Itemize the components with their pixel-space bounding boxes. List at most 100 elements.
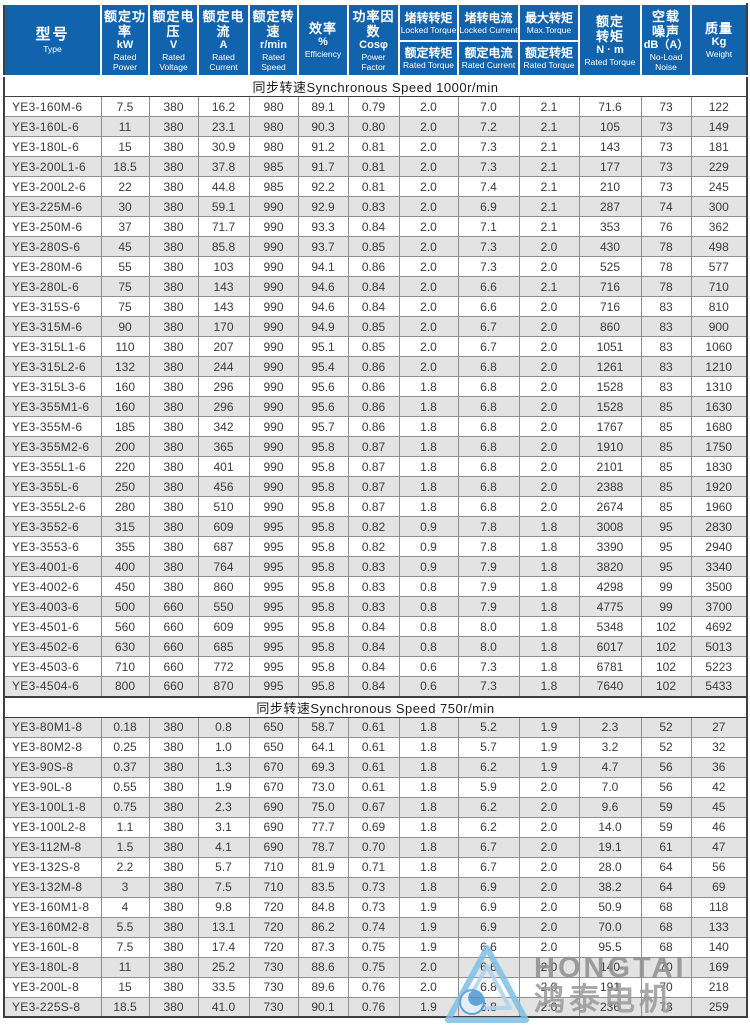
cell-voltage: 380 <box>148 476 199 497</box>
cell-noise: 70 <box>640 956 692 978</box>
cell-rated-torque: 14.0 <box>578 816 642 838</box>
cell-efficiency: 87.3 <box>297 936 349 958</box>
cell-locked-current-ratio: 6.6 <box>457 936 520 958</box>
cell-noise: 85 <box>640 396 692 417</box>
cell-locked-current-ratio: 6.2 <box>457 796 520 818</box>
cell-voltage: 380 <box>148 116 199 137</box>
cell-weight: 1830 <box>690 456 748 477</box>
cell-locked-current-ratio: 6.8 <box>457 996 520 1018</box>
table-row: YE3-160L-6 11 380 23.1 980 90.3 0.80 2.0 7.2 2.1 1… <box>3 116 748 137</box>
cell-max-torque-ratio: 2.0 <box>518 776 580 798</box>
column-header-current: 额定电流 A Rated Current <box>197 3 250 77</box>
cell-max-torque-ratio: 2.0 <box>518 456 580 477</box>
cell-weight: 5433 <box>690 676 748 697</box>
cell-power: 185 <box>100 416 150 437</box>
cell-voltage: 380 <box>148 536 199 557</box>
cell-rated-torque: 236 <box>578 996 642 1018</box>
cell-power-factor: 0.84 <box>347 296 400 317</box>
cell-type: YE3-160M1-8 <box>3 896 102 918</box>
cell-power: 0.75 <box>100 796 150 818</box>
cell-power: 0.25 <box>100 736 150 758</box>
cell-voltage: 380 <box>148 576 199 597</box>
cell-power-factor: 0.86 <box>347 396 400 417</box>
cell-max-torque-ratio: 2.0 <box>518 296 580 317</box>
table-row: YE3-315L3-6 160 380 296 990 95.6 0.86 1.8 6.8 2.0… <box>3 376 748 397</box>
cell-voltage: 660 <box>148 596 199 617</box>
cell-power-factor: 0.75 <box>347 936 400 958</box>
cell-noise: 78 <box>640 276 692 297</box>
cell-rated-torque: 2388 <box>578 476 642 497</box>
cell-power-factor: 0.87 <box>347 496 400 517</box>
cell-noise: 102 <box>640 676 692 697</box>
cell-efficiency: 84.8 <box>297 896 349 918</box>
cell-max-torque-ratio: 1.8 <box>518 676 580 697</box>
cell-power: 200 <box>100 436 150 457</box>
cell-locked-torque-ratio: 0.8 <box>398 616 459 637</box>
cell-weight: 300 <box>690 196 748 217</box>
header-zh: 堵转转矩 <box>404 10 453 25</box>
header-en: Type <box>43 44 62 54</box>
cell-max-torque-ratio: 1.8 <box>518 556 580 577</box>
cell-noise: 83 <box>640 376 692 397</box>
cell-power-factor: 0.81 <box>347 156 400 177</box>
cell-type: YE3-3552-6 <box>3 516 102 537</box>
header-zh: 空载 <box>651 8 680 24</box>
cell-rated-torque: 105 <box>578 116 642 137</box>
cell-rated-torque: 38.2 <box>578 876 642 898</box>
cell-rated-torque: 430 <box>578 236 642 257</box>
cell-efficiency: 94.6 <box>297 296 349 317</box>
cell-power: 560 <box>100 616 150 637</box>
cell-voltage: 380 <box>148 396 199 417</box>
cell-locked-torque-ratio: 2.0 <box>398 196 459 217</box>
cell-voltage: 660 <box>148 636 199 657</box>
cell-noise: 78 <box>640 236 692 257</box>
cell-rated-torque: 71.6 <box>578 96 642 117</box>
table-row: YE3-4002-6 450 380 860 995 95.8 0.83 0.8 7.9 1.8 4… <box>3 576 748 597</box>
cell-rated-torque: 3820 <box>578 556 642 577</box>
cell-power-factor: 0.85 <box>347 236 400 257</box>
cell-locked-torque-ratio: 1.8 <box>398 836 459 858</box>
cell-current: 1.3 <box>197 756 250 778</box>
cell-locked-current-ratio: 5.9 <box>457 776 520 798</box>
cell-voltage: 380 <box>148 456 199 477</box>
cell-max-torque-ratio: 2.0 <box>518 796 580 818</box>
cell-noise: 70 <box>640 976 692 998</box>
cell-max-torque-ratio: 2.0 <box>518 876 580 898</box>
cell-power-factor: 0.87 <box>347 436 400 457</box>
cell-current: 296 <box>197 396 250 417</box>
cell-noise: 73 <box>640 176 692 197</box>
table-row: YE3-280S-6 45 380 85.8 990 93.7 0.85 2.0 7.3 2.0 4… <box>3 236 748 257</box>
cell-noise: 95 <box>640 556 692 577</box>
cell-efficiency: 58.7 <box>297 716 349 738</box>
cell-speed: 690 <box>248 796 299 818</box>
cell-max-torque-ratio: 2.0 <box>518 376 580 397</box>
cell-type: YE3-132S-8 <box>3 856 102 878</box>
cell-locked-current-ratio: 6.8 <box>457 976 520 998</box>
table-row: YE3-315S-6 75 380 143 990 94.6 0.84 2.0 6.6 2.0 71… <box>3 296 748 317</box>
cell-noise: 59 <box>640 816 692 838</box>
cell-power: 18.5 <box>100 156 150 177</box>
cell-locked-torque-ratio: 2.0 <box>398 296 459 317</box>
cell-weight: 1920 <box>690 476 748 497</box>
cell-voltage: 380 <box>148 796 199 818</box>
cell-type: YE3-160L-8 <box>3 936 102 958</box>
cell-current: 510 <box>197 496 250 517</box>
header-en: Rated Speed <box>261 51 286 72</box>
locked-current-ratio-top: 堵转电流 Locked Current <box>459 6 518 40</box>
cell-type: YE3-132M-8 <box>3 876 102 898</box>
cell-power-factor: 0.86 <box>347 376 400 397</box>
cell-power-factor: 0.84 <box>347 276 400 297</box>
cell-locked-torque-ratio: 1.8 <box>398 436 459 457</box>
max-torque-ratio-top: 最大转矩 Max.Torque <box>520 6 578 40</box>
header-unit: % <box>318 36 328 48</box>
cell-max-torque-ratio: 2.1 <box>518 276 580 297</box>
cell-efficiency: 94.1 <box>297 256 349 277</box>
header-zh: 转矩 <box>595 28 624 44</box>
cell-voltage: 380 <box>148 496 199 517</box>
cell-weight: 2830 <box>690 516 748 537</box>
cell-efficiency: 89.1 <box>297 96 349 117</box>
table-header: 型号 Type 额定功率 kW Rated Power 额定电压 V Rated Voltag… <box>3 3 748 77</box>
cell-rated-torque: 50.9 <box>578 896 642 918</box>
cell-locked-torque-ratio: 1.8 <box>398 496 459 517</box>
cell-max-torque-ratio: 1.8 <box>518 656 580 677</box>
